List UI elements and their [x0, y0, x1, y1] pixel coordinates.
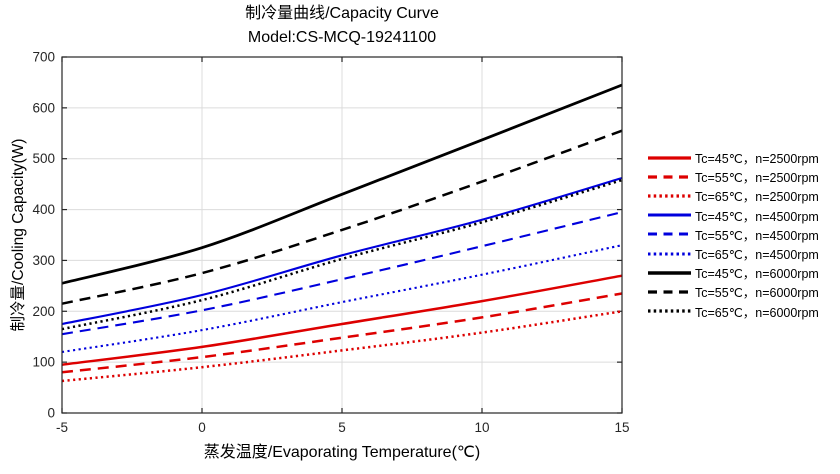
legend-line-sample [648, 290, 691, 294]
legend-label: Tc=65℃，n=4500rpm [695, 248, 819, 263]
legend-line-sample [648, 175, 691, 179]
curve-tc65-n6000 [61, 178, 623, 331]
legend-entry-tc55-n6000: Tc=55℃，n=6000rpm [647, 282, 819, 301]
x-axis-label: 蒸发温度/Evaporating Temperature(℃) [203, 444, 481, 461]
y-tick-label: 600 [32, 100, 55, 115]
legend-entry-tc45-n2500: Tc=45℃，n=2500rpm [647, 148, 819, 167]
chart-title: 制冷量曲线/Capacity Curve [245, 5, 439, 22]
legend-label: Tc=55℃，n=4500rpm [695, 228, 819, 243]
x-tick-label: 0 [198, 420, 206, 435]
legend-entry-tc45-n6000: Tc=45℃，n=6000rpm [647, 263, 819, 282]
legend-line-sample [648, 309, 691, 313]
legend-entry-tc55-n2500: Tc=55℃，n=2500rpm [647, 167, 819, 186]
x-tick-label: 10 [474, 420, 489, 435]
legend-line-sample [648, 194, 691, 198]
curve-tc55-n4500 [61, 211, 623, 336]
y-tick-label: 200 [32, 304, 55, 319]
legend-label: Tc=65℃，n=6000rpm [695, 305, 819, 320]
y-tick-label: 100 [32, 355, 55, 370]
legend-label: Tc=45℃，n=2500rpm [695, 152, 819, 167]
legend: Tc=45℃，n=2500rpm Tc=55℃，n=2500rpm Tc=65℃，n… [647, 148, 819, 321]
curve-tc55-n2500 [61, 292, 623, 374]
y-tick-label: 500 [32, 151, 55, 166]
curve-tc45-n4500 [61, 176, 623, 326]
chart-subtitle: Model:CS-MCQ-19241100 [247, 29, 437, 46]
y-tick-label: 0 [47, 406, 55, 421]
y-tick-label: 300 [32, 253, 55, 268]
y-tick-label: 400 [32, 202, 55, 217]
x-tick-label: 15 [614, 420, 629, 435]
legend-label: Tc=55℃，n=6000rpm [695, 286, 819, 301]
curve-tc45-n2500 [61, 274, 623, 366]
curve-tc65-n2500 [61, 310, 623, 383]
legend-line-sample [648, 270, 691, 275]
curve-tc55-n6000 [61, 129, 623, 305]
legend-line-sample [648, 252, 691, 255]
x-tick-label: -5 [56, 420, 68, 435]
legend-entry-tc65-n6000: Tc=65℃，n=6000rpm [647, 302, 819, 321]
plot-box [61, 56, 623, 414]
curve-tc45-n6000 [61, 83, 623, 285]
legend-entry-tc65-n4500: Tc=65℃，n=4500rpm [647, 244, 819, 263]
legend-label: Tc=45℃，n=4500rpm [695, 209, 819, 224]
legend-line-sample [648, 213, 691, 217]
legend-entry-tc45-n4500: Tc=45℃，n=4500rpm [647, 206, 819, 225]
legend-label: Tc=65℃，n=2500rpm [695, 190, 819, 205]
legend-line-sample [648, 232, 691, 236]
legend-label: Tc=45℃，n=6000rpm [695, 267, 819, 282]
legend-entry-tc65-n2500: Tc=65℃，n=2500rpm [647, 186, 819, 205]
legend-label: Tc=55℃，n=2500rpm [695, 171, 819, 186]
y-axis-label: 制冷量/Cooling Capacity(W) [10, 138, 27, 332]
legend-entry-tc55-n4500: Tc=55℃，n=4500rpm [647, 225, 819, 244]
legend-line-sample [648, 155, 691, 160]
x-tick-label: 5 [338, 420, 346, 435]
y-tick-label: 700 [32, 50, 55, 65]
